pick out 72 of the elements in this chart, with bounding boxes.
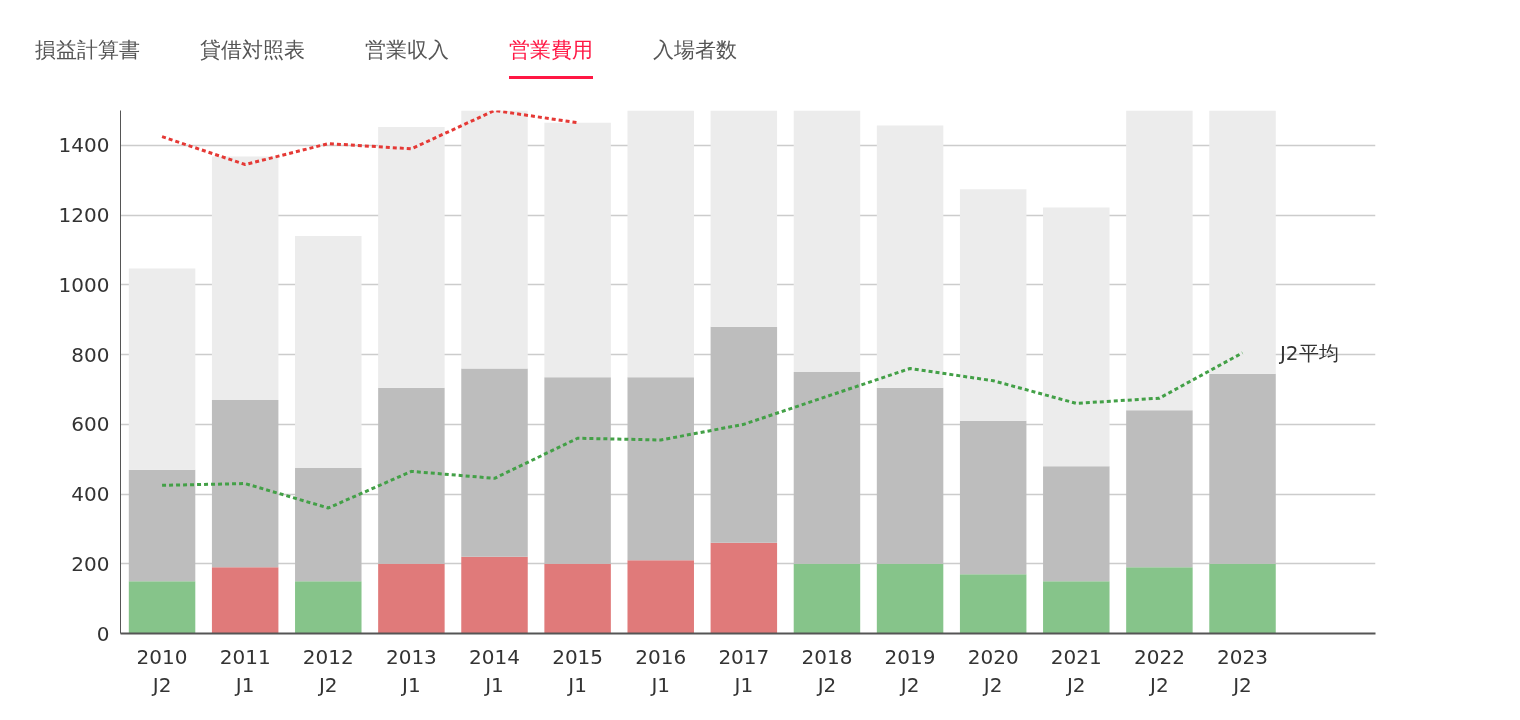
x-tick-label: 2015 J1 xyxy=(552,644,604,698)
x-tick-label: 2018 J2 xyxy=(801,644,853,698)
bar xyxy=(710,326,778,543)
x-tick-label: 2017 J1 xyxy=(718,644,770,698)
x-tick-label: 2016 J1 xyxy=(635,644,687,698)
bar xyxy=(295,467,362,582)
bar xyxy=(128,469,196,582)
bar xyxy=(295,581,362,634)
bar xyxy=(128,268,196,470)
bar xyxy=(793,372,861,564)
bar xyxy=(1043,207,1110,467)
x-tick-label: 2010 J2 xyxy=(136,644,188,698)
bar xyxy=(544,122,611,378)
y-tick-label: 1400 xyxy=(58,133,110,158)
bar xyxy=(959,574,1027,634)
y-tick-label: 800 xyxy=(71,342,110,367)
y-tick-label: 600 xyxy=(71,412,110,437)
bar xyxy=(876,125,944,388)
text: 入場者数 xyxy=(653,38,737,64)
bar xyxy=(544,563,611,634)
series-label: J2平均 xyxy=(1277,340,1339,365)
bar xyxy=(378,126,445,388)
bar xyxy=(1209,110,1276,374)
bar xyxy=(378,387,445,564)
bar xyxy=(710,110,778,327)
bar xyxy=(627,560,694,634)
y-tick-label: 0 xyxy=(96,621,110,646)
bar xyxy=(876,563,944,634)
bar xyxy=(211,399,279,568)
x-tick-label: 2011 J1 xyxy=(219,644,271,698)
bar xyxy=(461,110,528,369)
bar xyxy=(295,236,362,468)
line-series xyxy=(160,351,1245,510)
x-tick-label: 2019 J2 xyxy=(884,644,936,698)
y-tick-label: 400 xyxy=(71,482,110,507)
y-tick-label: 1000 xyxy=(58,272,110,297)
text: 損益計算書 xyxy=(35,38,140,64)
bar xyxy=(544,377,611,564)
line-series xyxy=(160,110,580,167)
bar xyxy=(378,563,445,634)
x-tick-label: 2022 J2 xyxy=(1133,644,1185,698)
bar xyxy=(959,420,1027,575)
bar xyxy=(1126,567,1193,634)
y-tick-label: 1200 xyxy=(58,203,110,228)
bar xyxy=(461,556,528,634)
bar xyxy=(627,110,694,378)
bar xyxy=(211,567,279,634)
y-tick-label: 200 xyxy=(71,551,110,576)
x-tick-label: 2023 J2 xyxy=(1217,644,1268,698)
bar xyxy=(793,563,861,634)
text: 営業収入 xyxy=(365,38,449,64)
bar xyxy=(1043,466,1110,582)
bar xyxy=(128,581,196,634)
bar xyxy=(876,387,944,564)
bar xyxy=(1043,581,1110,634)
bar xyxy=(211,156,279,400)
bar xyxy=(1126,110,1193,411)
bar xyxy=(1209,563,1276,634)
x-tick-label: 2012 J2 xyxy=(302,644,354,698)
bar xyxy=(793,110,861,372)
bar xyxy=(1126,410,1193,568)
text: 貸借対照表 xyxy=(200,38,305,64)
bar xyxy=(1209,373,1276,564)
x-tick-label: 2014 J1 xyxy=(469,644,520,698)
bar xyxy=(627,377,694,561)
bar xyxy=(710,542,778,634)
bar xyxy=(461,368,528,557)
text: 営業費用 xyxy=(509,38,593,79)
x-tick-label: 2021 J2 xyxy=(1050,644,1102,698)
x-tick-label: 2013 J1 xyxy=(385,644,437,698)
bar xyxy=(959,189,1027,421)
x-tick-label: 2020 J2 xyxy=(967,644,1019,698)
